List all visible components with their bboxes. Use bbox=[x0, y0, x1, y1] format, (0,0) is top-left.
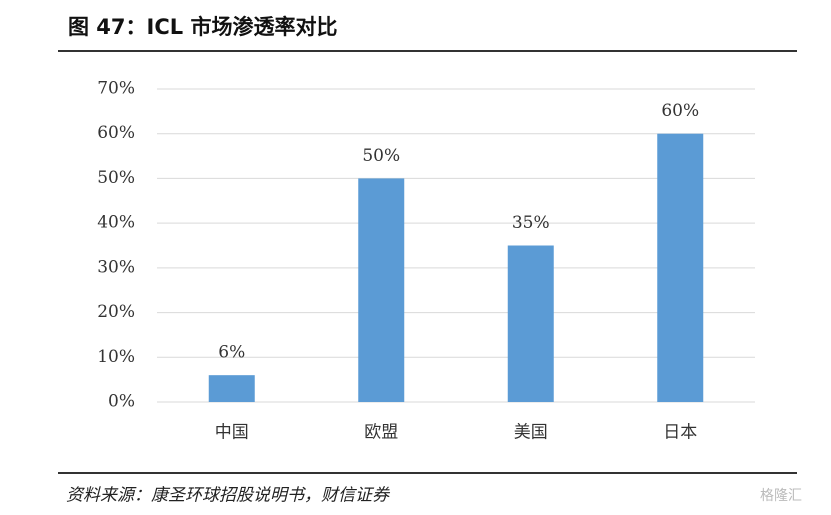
bar bbox=[208, 375, 255, 402]
value-label: 6% bbox=[218, 343, 245, 363]
x-tick-label: 日本 bbox=[663, 423, 697, 443]
y-tick-label: 60% bbox=[97, 123, 135, 143]
bar bbox=[358, 178, 405, 402]
watermark: 格隆汇 bbox=[760, 488, 802, 504]
y-tick-label: 20% bbox=[97, 302, 135, 322]
y-tick-label: 30% bbox=[97, 257, 135, 277]
x-tick-label: 欧盟 bbox=[364, 423, 398, 443]
value-label: 60% bbox=[661, 101, 699, 121]
bar bbox=[507, 245, 554, 402]
y-tick-label: 40% bbox=[97, 213, 135, 233]
value-label: 50% bbox=[362, 146, 400, 166]
source-note: 资料来源：康圣环球招股说明书，财信证券 bbox=[66, 486, 391, 506]
y-tick-label: 70% bbox=[97, 79, 135, 99]
chart-title: 图 47：ICL 市场渗透率对比 bbox=[68, 15, 337, 39]
x-tick-label: 中国 bbox=[215, 423, 249, 443]
value-label: 35% bbox=[512, 213, 550, 233]
bar bbox=[657, 133, 704, 402]
x-tick-label: 美国 bbox=[514, 423, 548, 443]
y-tick-label: 0% bbox=[108, 392, 135, 412]
y-tick-label: 10% bbox=[97, 347, 135, 367]
y-tick-label: 50% bbox=[97, 168, 135, 188]
